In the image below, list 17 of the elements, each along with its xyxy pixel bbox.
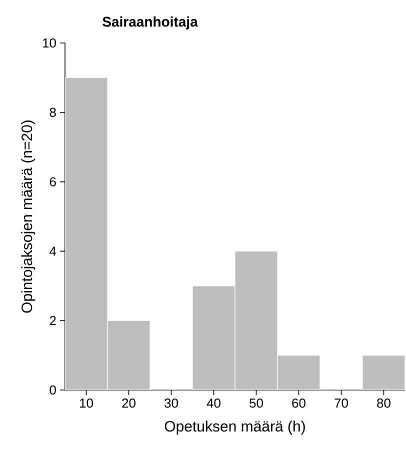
y-tick-label: 6 bbox=[50, 177, 56, 186]
x-tick-label: 40 bbox=[206, 398, 220, 408]
x-tick-label: 20 bbox=[122, 398, 136, 408]
x-axis-title: Opetuksen määrä (h) bbox=[164, 420, 305, 435]
y-tick-label: 10 bbox=[42, 38, 56, 48]
x-tick-label: 30 bbox=[164, 398, 178, 408]
x-tick-label: 70 bbox=[334, 398, 348, 408]
y-tick-label: 0 bbox=[50, 385, 56, 395]
x-tick-label: 10 bbox=[80, 398, 93, 408]
y-tick-label: 2 bbox=[50, 316, 56, 326]
y-axis-title: Opintojaksojen määrä (n=20) bbox=[21, 120, 36, 313]
x-tick-label: 60 bbox=[292, 398, 306, 408]
chart-title: Sairaanhoitaja bbox=[102, 16, 198, 30]
y-tick-label: 4 bbox=[50, 246, 56, 256]
y-tick-label: 8 bbox=[50, 108, 56, 117]
x-tick-label: 50 bbox=[250, 398, 263, 408]
x-tick-label: 80 bbox=[377, 398, 390, 408]
